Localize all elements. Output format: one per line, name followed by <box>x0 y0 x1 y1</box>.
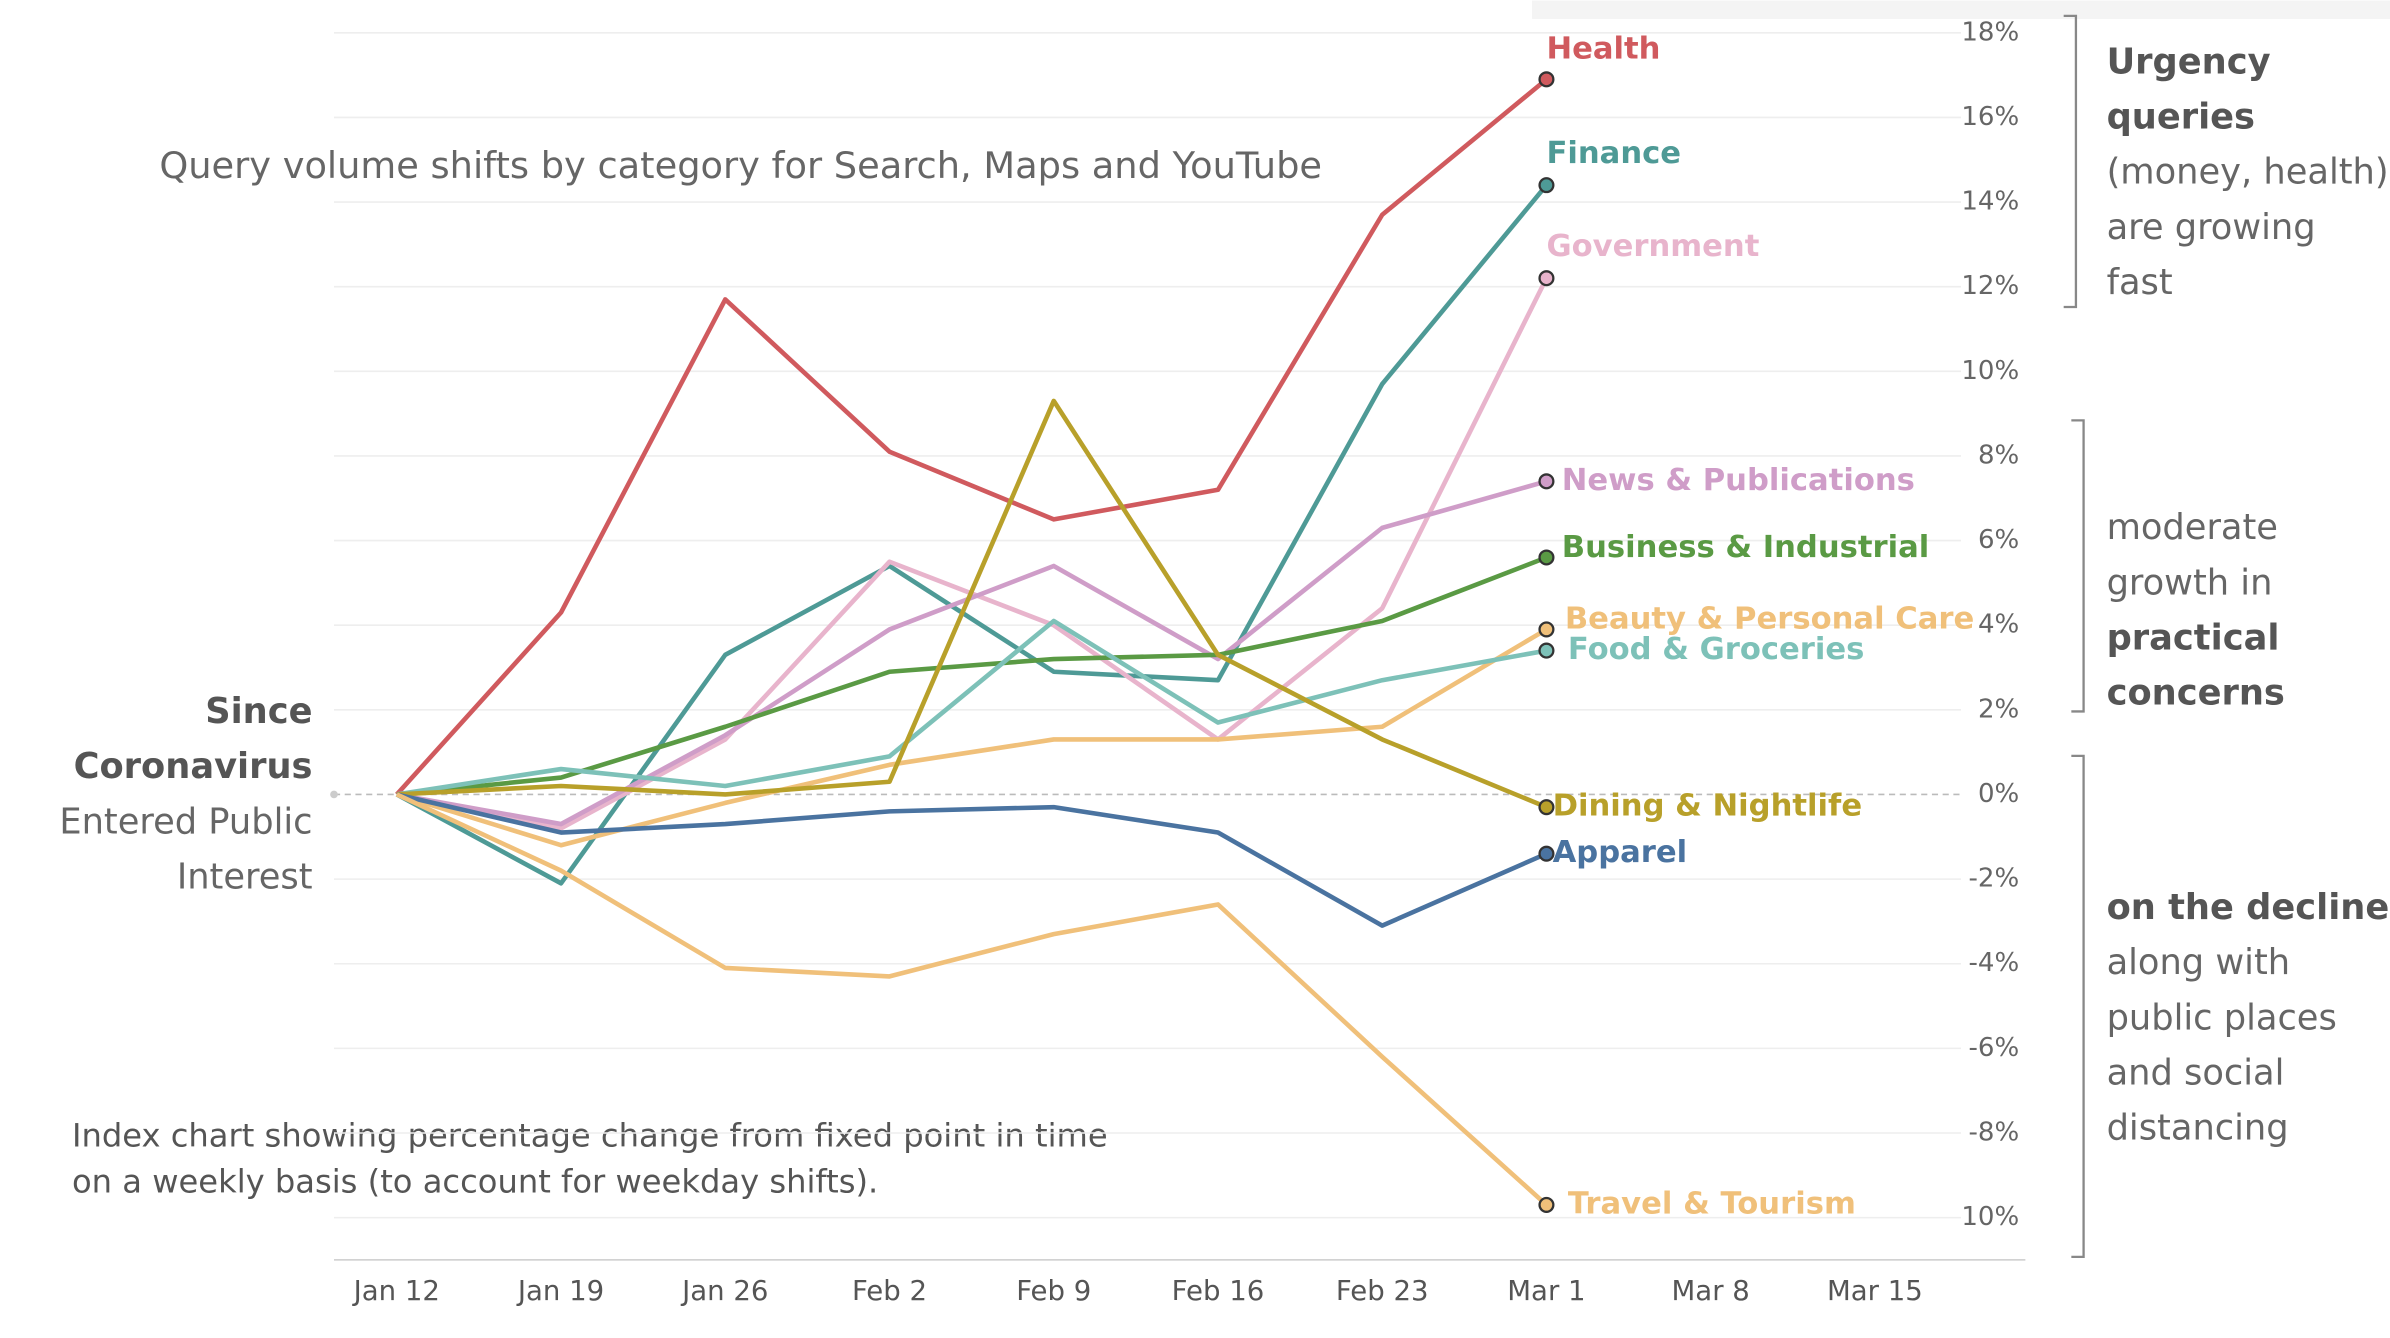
annotation-line: distancing <box>2107 1108 2289 1149</box>
annotation-line: and social <box>2107 1053 2285 1094</box>
x-tick-label: Mar 1 <box>1507 1274 1585 1307</box>
series-label: Health <box>1546 32 1660 67</box>
subtitle: Query volume shifts by category for Sear… <box>159 144 1322 187</box>
note-line: on a weekly basis (to account for weekda… <box>72 1162 878 1200</box>
y-tick-label: -4% <box>1969 948 2020 978</box>
x-tick-label: Mar 15 <box>1827 1274 1923 1307</box>
annotation-line: Interest <box>177 856 313 897</box>
annotation-line: practical <box>2107 617 2280 658</box>
annotation-line: fast <box>2107 262 2173 303</box>
series-line <box>396 627 1548 848</box>
annotation-line: Entered Public <box>59 801 312 842</box>
note-line: Index chart showing percentage change fr… <box>72 1116 1108 1154</box>
y-tick-label: 10% <box>1961 356 2019 386</box>
y-tick-label: 16% <box>1961 102 2019 132</box>
y-tick-label: -6% <box>1969 1033 2020 1063</box>
series-line <box>395 77 1548 796</box>
series-label: Food & Groceries <box>1568 632 1865 667</box>
annotation-line: along with <box>2107 942 2291 983</box>
annotation-line: Coronavirus <box>74 746 313 787</box>
end-marker <box>1538 270 1555 287</box>
end-marker <box>1538 71 1555 88</box>
x-tick-label: Feb 2 <box>852 1274 927 1307</box>
y-tick-label: 14% <box>1961 187 2019 217</box>
series-line <box>396 479 1548 827</box>
series-line <box>396 277 1549 831</box>
annotation-line: public places <box>2107 997 2337 1038</box>
series-label: Government <box>1546 229 1759 264</box>
series-label: Travel & Tourism <box>1568 1186 1856 1221</box>
end-marker <box>1538 177 1555 194</box>
annotation-line: concerns <box>2107 673 2285 714</box>
x-tick-label: Mar 8 <box>1672 1274 1750 1307</box>
y-tick-label: 12% <box>1961 271 2019 301</box>
annotation-line: Urgency <box>2107 41 2271 82</box>
series-label: Dining & Nightlife <box>1553 789 1863 824</box>
end-marker <box>1538 799 1555 816</box>
series-line <box>395 183 1549 886</box>
x-tick-label: Jan 19 <box>516 1274 604 1307</box>
series-line <box>396 398 1548 810</box>
end-marker <box>1538 621 1555 638</box>
bracket <box>2071 754 2085 1258</box>
annotation-line: growth in <box>2107 562 2273 603</box>
annotation-line: (money, health) <box>2107 152 2389 193</box>
y-tick-label: 0% <box>1978 779 2019 809</box>
zero-origin-dot <box>330 790 338 799</box>
end-marker <box>1538 642 1555 659</box>
annotation-line: moderate <box>2107 507 2278 548</box>
x-tick-label: Feb 16 <box>1172 1274 1265 1307</box>
y-tick-label: 4% <box>1978 610 2019 640</box>
top-shade <box>1532 0 2390 19</box>
series-label: Finance <box>1546 136 1681 171</box>
x-tick-label: Jan 12 <box>352 1274 440 1307</box>
annotation-line: queries <box>2107 97 2255 138</box>
series-line <box>396 792 1548 928</box>
bracket <box>2071 419 2085 713</box>
series-line <box>395 792 1548 1207</box>
y-tick-label: 18% <box>1961 17 2019 47</box>
series-label: Apparel <box>1553 835 1688 870</box>
series-label: Business & Industrial <box>1562 530 1930 565</box>
end-marker <box>1538 473 1555 490</box>
annotation-line: are growing <box>2107 207 2316 248</box>
series-line <box>396 618 1547 797</box>
x-tick-label: Feb 9 <box>1016 1274 1091 1307</box>
bracket <box>2063 14 2078 309</box>
x-tick-label: Feb 23 <box>1336 1274 1429 1307</box>
end-marker <box>1538 1196 1555 1213</box>
y-tick-label: 10% <box>1961 1202 2019 1232</box>
end-marker <box>1538 845 1555 862</box>
series-label: Beauty & Personal Care <box>1565 602 1974 637</box>
end-marker <box>1538 549 1555 566</box>
annotation-line: Since <box>205 691 312 732</box>
series-line <box>396 555 1548 797</box>
y-tick-label: 6% <box>1978 525 2019 555</box>
y-tick-label: -2% <box>1969 864 2020 894</box>
x-tick-label: Jan 26 <box>680 1274 768 1307</box>
y-tick-label: -8% <box>1969 1117 2020 1147</box>
series-label: News & Publications <box>1562 463 1915 498</box>
annotation-line: on the decline <box>2107 887 2390 928</box>
y-tick-label: 8% <box>1978 440 2019 470</box>
y-tick-label: 2% <box>1978 694 2019 724</box>
